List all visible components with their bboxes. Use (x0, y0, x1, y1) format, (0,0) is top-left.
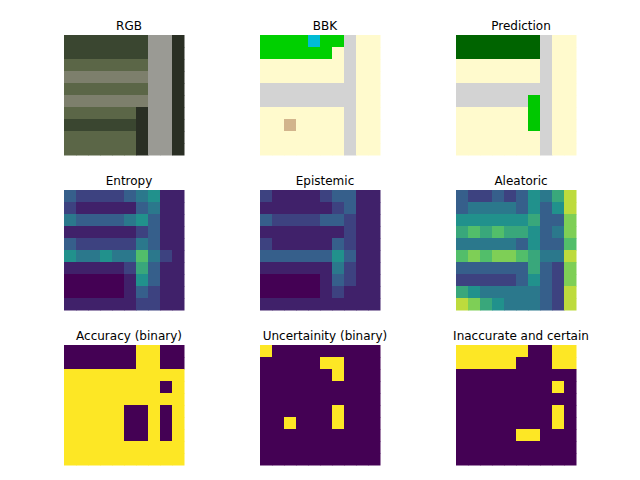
svg-text:RGB: RGB (116, 19, 142, 33)
svg-text:Inaccurate and certain: Inaccurate and certain (453, 329, 589, 343)
svg-text:Entropy: Entropy (106, 174, 153, 188)
svg-text:Uncertainity (binary): Uncertainity (binary) (263, 329, 388, 343)
svg-text:BBK: BBK (313, 19, 338, 33)
svg-text:Aleatoric: Aleatoric (494, 174, 547, 188)
svg-text:Accuracy (binary): Accuracy (binary) (76, 329, 182, 343)
svg-text:Epistemic: Epistemic (296, 174, 355, 188)
svg-text:Prediction: Prediction (491, 19, 551, 33)
